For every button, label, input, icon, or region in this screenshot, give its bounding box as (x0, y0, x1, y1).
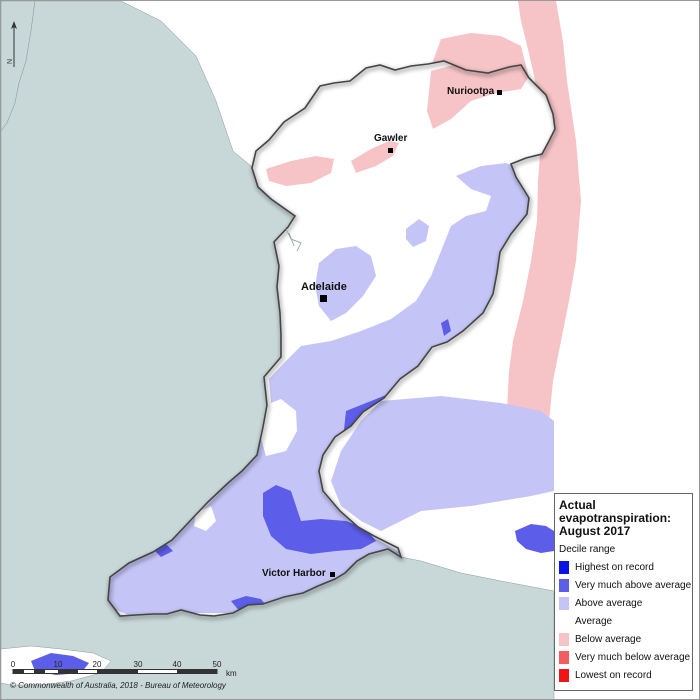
adelaide-label: Adelaide (301, 281, 347, 293)
legend-swatch (559, 614, 569, 628)
legend-item: Average (559, 612, 688, 630)
legend-swatch (559, 578, 569, 592)
copyright-text: © Commonwealth of Australia, 2018 - Bure… (10, 681, 226, 690)
scale-bar: 0 10 20 30 40 50 km (10, 660, 243, 678)
below-average-nuriootpa (427, 61, 531, 129)
scale-bar-graphic (12, 669, 218, 674)
nuriootpa-marker (497, 90, 502, 95)
legend-swatch (559, 632, 569, 646)
legend-item-label: Highest on record (575, 561, 654, 573)
nuriootpa-label: Nuriootpa (447, 86, 495, 97)
below-average-area-east (507, 1, 581, 481)
legend-title-line2: evapotranspiration: (559, 511, 672, 525)
above-average-region (108, 163, 531, 616)
legend-item: Highest on record (559, 558, 688, 576)
region-outline (107, 60, 556, 617)
scale-tick: 50 (212, 660, 222, 669)
legend-item-label: Above average (575, 597, 643, 609)
north-letter: N (7, 58, 15, 65)
very-much-above-area-se (515, 524, 554, 553)
port-inlet (285, 228, 302, 252)
very-much-above-6 (441, 319, 451, 336)
adelaide-marker (320, 295, 327, 302)
legend-item-label: Average (575, 615, 613, 627)
average-pocket (259, 399, 297, 456)
above-average-north (406, 219, 429, 247)
legend-subtitle: Decile range (559, 544, 616, 555)
below-average-gawler (351, 141, 399, 173)
average-pocket-2 (194, 506, 216, 531)
scale-tick: 10 (53, 660, 63, 669)
legend-item-label: Below average (575, 633, 642, 645)
gawler-label: Gawler (374, 133, 408, 144)
scale-tick: 40 (172, 660, 182, 669)
legend-item: Very much below average (559, 648, 691, 666)
victor-harbor-marker (330, 572, 335, 577)
victor-harbor-label: Victor Harbor (262, 568, 326, 579)
legend-item-label: Very much below average (575, 651, 691, 663)
gawler-marker (388, 148, 393, 153)
above-average-adelaide (315, 246, 376, 321)
legend-item: Above average (559, 594, 688, 612)
very-much-above-2 (263, 485, 376, 554)
legend-swatch (559, 560, 569, 574)
legend: Actual evapotranspiration: August 2017 D… (554, 493, 693, 691)
scale-tick: 20 (92, 660, 102, 669)
scale-tick: 0 (10, 660, 16, 669)
legend-title-line3: August 2017 (559, 524, 631, 538)
legend-swatch (559, 596, 569, 610)
scale-tick: 30 (133, 660, 143, 669)
legend-swatch (559, 650, 569, 664)
legend-item: Very much above average (559, 576, 692, 594)
below-average-west (266, 156, 334, 186)
legend-item-label: Very much above average (575, 579, 692, 591)
legend-swatch (559, 668, 569, 682)
north-arrow-icon (11, 21, 17, 67)
legend-item: Below average (559, 630, 688, 648)
legend-item: Lowest on record (559, 666, 688, 684)
legend-title-line1: Actual (559, 498, 596, 512)
above-average-area-south (331, 396, 554, 531)
scale-unit: km (226, 669, 237, 678)
legend-item-label: Lowest on record (575, 669, 652, 681)
